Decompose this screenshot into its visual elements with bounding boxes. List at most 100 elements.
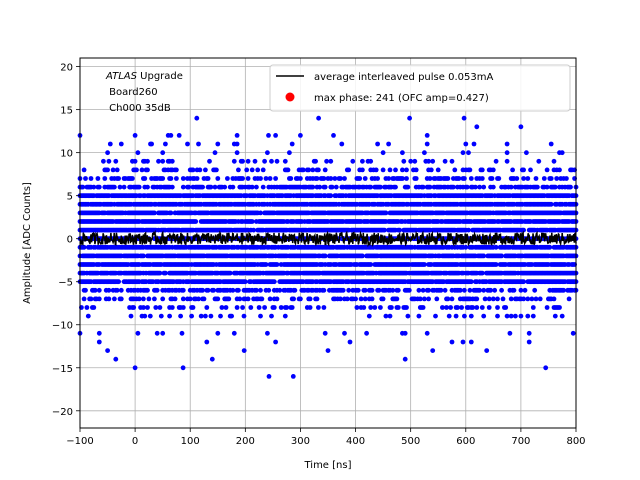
sample-point: [160, 158, 166, 164]
sample-point: [168, 133, 174, 138]
sample-point: [362, 296, 368, 302]
sample-point: [240, 305, 246, 310]
sample-point: [424, 133, 430, 138]
sample-point: [404, 305, 409, 310]
sample-point: [141, 296, 146, 302]
sample-point: [316, 115, 321, 121]
sample-point: [338, 176, 343, 181]
sample-point: [172, 296, 178, 302]
sample-point: [445, 296, 451, 302]
sample-point: [500, 296, 506, 302]
sample-point: [508, 296, 514, 302]
sample-point: [559, 313, 565, 319]
sample-point: [373, 167, 379, 173]
sample-point: [552, 184, 558, 190]
sample-point: [521, 176, 526, 181]
sample-point: [448, 305, 453, 310]
sample-point: [340, 287, 346, 293]
sample-point: [449, 339, 455, 345]
sample-point: [317, 184, 323, 190]
sample-point: [495, 313, 500, 319]
sample-point: [113, 356, 119, 362]
sample-point: [537, 296, 543, 302]
sample-point: [265, 330, 270, 336]
sample-point: [559, 150, 565, 156]
sample-point: [212, 150, 218, 156]
sample-point: [227, 270, 233, 276]
sample-point: [361, 305, 367, 310]
sample-point: [84, 305, 90, 310]
sample-point: [434, 296, 440, 302]
sample-point: [375, 141, 380, 147]
sample-point: [513, 313, 518, 319]
y-tick-label: −15: [52, 364, 73, 375]
sample-point: [160, 150, 166, 156]
sample-point: [452, 167, 458, 173]
sample-point: [180, 305, 186, 310]
sample-point: [80, 184, 86, 190]
sample-point: [488, 287, 493, 293]
x-tick-label: 0: [132, 436, 138, 447]
sample-point: [105, 150, 110, 156]
sample-point: [462, 287, 467, 293]
sample-point: [462, 313, 467, 319]
sample-point: [460, 150, 466, 156]
sample-point: [180, 287, 186, 293]
sample-point: [141, 253, 146, 259]
y-axis-label: Amplitude [ADC Counts]: [22, 182, 33, 304]
sample-point: [290, 374, 296, 379]
sample-point: [468, 279, 474, 285]
sample-point: [178, 313, 184, 319]
sample-point: [468, 313, 474, 319]
sample-point: [380, 167, 386, 173]
sample-point: [106, 296, 112, 302]
sample-point: [249, 184, 255, 190]
sample-point: [225, 176, 230, 181]
sample-point: [118, 296, 124, 302]
legend-entry-average-pulse: average interleaved pulse 0.053mA: [314, 72, 493, 83]
sample-point: [174, 176, 179, 181]
sample-point: [400, 167, 405, 173]
sample-point: [169, 305, 175, 310]
x-tick-label: 200: [236, 436, 255, 447]
sample-point: [533, 176, 539, 181]
sample-point: [412, 158, 418, 164]
sample-point: [427, 184, 433, 190]
sample-point: [273, 133, 278, 138]
sample-point: [230, 184, 236, 190]
legend: average interleaved pulse 0.053mA max ph…: [269, 64, 571, 112]
sample-point: [325, 348, 331, 353]
sample-point: [251, 227, 256, 233]
sample-point: [378, 305, 383, 310]
sample-point: [446, 313, 452, 319]
sample-point: [118, 141, 124, 147]
sample-point: [526, 330, 532, 336]
sample-point: [289, 305, 295, 310]
sample-point: [282, 158, 288, 164]
sample-point: [508, 184, 514, 190]
sample-point: [176, 133, 182, 138]
sample-point: [557, 305, 562, 310]
sample-point: [136, 184, 142, 190]
sample-point: [218, 313, 223, 319]
x-axis-label: Time [ns]: [303, 460, 351, 471]
sample-point: [231, 330, 237, 336]
sample-point: [196, 296, 201, 302]
sample-point: [234, 141, 240, 147]
sample-point: [298, 176, 303, 181]
sample-point: [145, 167, 150, 173]
sample-point: [189, 313, 195, 319]
sample-point: [467, 167, 473, 173]
sample-point: [499, 253, 504, 259]
sample-point: [407, 115, 412, 121]
sample-point: [242, 279, 248, 285]
sample-point: [400, 176, 405, 181]
sample-point: [154, 330, 160, 336]
sample-point: [256, 305, 262, 310]
sample-point: [400, 150, 405, 156]
sample-point: [157, 305, 163, 310]
sample-point: [156, 158, 161, 164]
sample-point: [212, 184, 218, 190]
legend-marker-swatch: [285, 92, 295, 102]
sample-point: [530, 313, 536, 319]
